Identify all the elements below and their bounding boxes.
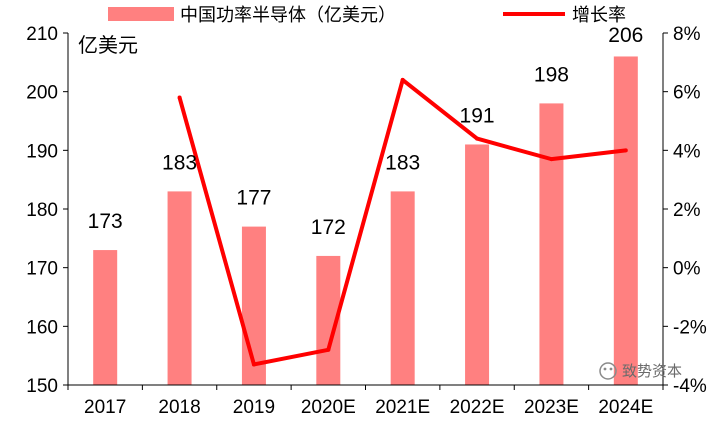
data-label-2019: 177 (236, 187, 271, 210)
y-right-tick-label: 2% (673, 200, 701, 221)
x-tick-label: 2021E (375, 397, 430, 418)
y-right-tick-label: 6% (673, 83, 701, 104)
data-label-2020E: 172 (311, 216, 346, 239)
data-label-2022E: 191 (460, 104, 495, 127)
bar-2018 (167, 191, 192, 385)
y-right-tick-label: -4% (673, 376, 707, 397)
x-tick-label: 2023E (524, 397, 579, 418)
watermark-logo-dot-icon (603, 367, 607, 371)
data-label-2018: 183 (162, 151, 197, 174)
bar-2023E (539, 103, 564, 386)
x-tick-label: 2024E (598, 397, 653, 418)
y-right-tick-label: -2% (673, 317, 707, 338)
x-tick-label: 2019 (233, 397, 275, 418)
y-left-tick-label: 200 (26, 83, 58, 104)
y-left-tick-label: 170 (26, 259, 58, 280)
x-tick-label: 2020E (301, 397, 356, 418)
legend-swatch-bars (108, 7, 174, 21)
y-left-tick-label: 210 (26, 24, 58, 45)
legend-label-bars: 中国功率半导体（亿美元） (180, 5, 396, 26)
data-label-2017: 173 (88, 210, 123, 233)
growth-point-2024E (623, 148, 628, 153)
watermark: 致势资本 (599, 362, 682, 380)
y-right-tick-label: 0% (673, 259, 701, 280)
y-left-tick-label: 180 (26, 200, 58, 221)
watermark-text: 致势资本 (622, 362, 682, 380)
watermark-logo-icon (599, 362, 617, 380)
y-left-tick-label: 160 (26, 317, 58, 338)
growth-point-2018 (177, 95, 182, 100)
data-label-2024E: 206 (608, 24, 643, 47)
bar-2024E (613, 56, 638, 385)
growth-point-2020E (326, 347, 331, 352)
data-label-2023E: 198 (534, 63, 569, 86)
data-labels-group: 173 183 177 172 183 191 198 206 (88, 24, 644, 239)
watermark-logo-dot-icon (609, 367, 613, 371)
legend-label-line: 增长率 (572, 5, 626, 26)
growth-point-2023E (549, 157, 554, 162)
x-tick-label: 2017 (84, 397, 126, 418)
bar-2021E (390, 191, 415, 385)
y-right-tick-label: 4% (673, 141, 701, 162)
y-left-tick-label: 190 (26, 141, 58, 162)
legend: 中国功率半导体（亿美元） 增长率 (108, 5, 626, 26)
bar-2017 (93, 250, 118, 385)
x-tick-label: 2018 (158, 397, 200, 418)
y-left-tick-label: 150 (26, 376, 58, 397)
x-tick-label: 2022E (450, 397, 505, 418)
growth-point-2022E (475, 136, 480, 141)
axes: 150 160 170 180 190 200 210 -4% -2% 0% 2% 4% 6% 8% 201… (26, 24, 707, 418)
growth-point-2021E (400, 77, 405, 82)
data-label-2021E: 183 (385, 151, 420, 174)
growth-point-2019 (251, 362, 256, 367)
y-right-tick-label: 8% (673, 24, 701, 45)
growth-line-group (177, 77, 628, 367)
bar-2022E (465, 144, 490, 385)
y-axis-unit-label: 亿美元 (78, 33, 138, 57)
